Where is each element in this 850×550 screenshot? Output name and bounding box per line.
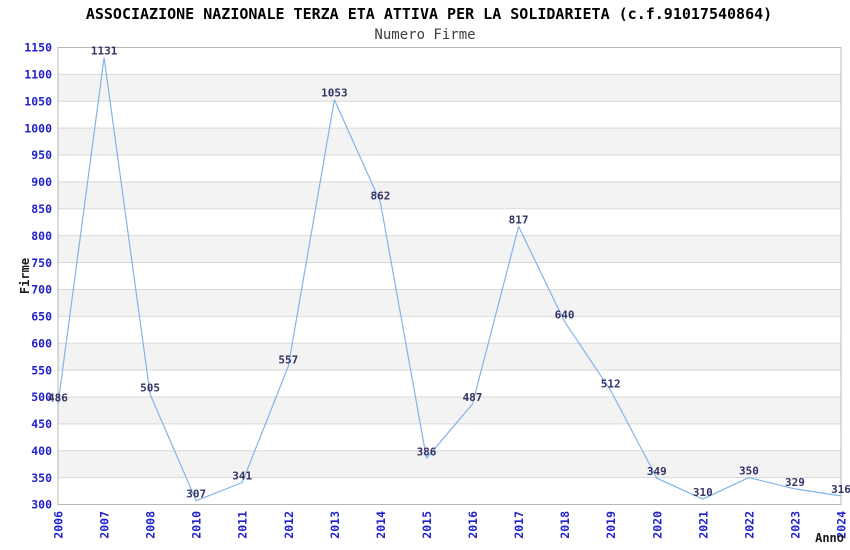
y-axis-tick-label: 1050 [24,94,52,108]
data-point-label: 350 [739,465,759,478]
y-axis-tick-label: 1150 [24,41,52,55]
data-point-label: 1131 [91,45,118,58]
y-axis-tick-label: 500 [31,390,52,404]
x-axis-tick-label: 2022 [742,511,756,539]
chart-title: ASSOCIAZIONE NAZIONALE TERZA ETA ATTIVA … [85,5,773,23]
y-axis-tick-label: 850 [31,202,52,216]
y-axis-tick-label: 700 [31,283,52,297]
y-axis-tick-label: 350 [31,471,52,485]
y-axis-tick-label: 650 [31,310,52,324]
data-point-label: 386 [417,445,437,458]
data-point-label: 349 [647,465,667,478]
y-axis-title: Firme [18,258,32,294]
x-axis-tick-label: 2011 [236,511,250,539]
data-line [57,57,842,502]
x-axis-tick-label: 2024 [835,511,849,539]
x-axis-tick-label: 2016 [466,511,480,539]
data-point-label: 307 [186,488,206,501]
plot-band [58,128,841,156]
plot-band [58,450,841,478]
data-point-label: 862 [370,189,390,202]
x-axis-tick-label: 2013 [328,511,342,539]
data-point-label: 341 [232,470,252,483]
plot-band [58,343,841,371]
x-axis-tick-label: 2012 [282,511,296,539]
x-axis-tick-label: 2018 [558,511,572,539]
plot-border [57,47,842,505]
x-axis-tick-label: 2020 [650,511,664,539]
data-point-label: 512 [601,378,621,391]
y-axis-tick-label: 600 [31,336,52,350]
data-point-label: 316 [831,483,850,496]
data-point-label: 640 [555,309,575,322]
data-point-label: 505 [140,381,160,394]
plot-band [58,235,841,263]
x-axis-tick-label: 2015 [420,511,434,539]
data-point-label: 310 [693,486,713,499]
x-axis-tick-label: 2021 [696,511,710,539]
plot-band [58,181,841,209]
data-point-label: 487 [463,391,483,404]
x-axis-tick-label: 2017 [512,511,526,539]
x-axis-tick-label: 2008 [144,511,158,539]
chart-subtitle: Numero Firme [374,27,476,43]
x-axis-tick-label: 2007 [98,511,112,539]
y-axis-tick-label: 950 [31,148,52,162]
x-axis-tick-label: 2014 [374,511,388,539]
y-axis-tick-label: 550 [31,363,52,377]
data-point-label: 817 [509,214,529,227]
x-axis-tick-label: 2006 [52,511,66,539]
data-point-label: 329 [785,476,805,489]
y-axis-tick-label: 900 [31,175,52,189]
x-axis-tick-label: 2023 [788,511,802,539]
y-axis-tick-label: 1000 [24,121,52,135]
y-axis-tick-label: 400 [31,444,52,458]
y-axis-tick-label: 750 [31,256,52,270]
y-axis-tick-label: 1100 [24,68,52,82]
data-point-label: 1053 [321,87,348,100]
y-axis-tick-label: 800 [31,229,52,243]
x-axis-tick-label: 2019 [604,511,618,539]
data-point-label: 486 [48,392,68,405]
x-axis-title: Anno [815,531,844,545]
data-point-label: 557 [278,353,298,366]
y-axis-tick-label: 450 [31,417,52,431]
x-axis-tick-label: 2010 [190,511,204,539]
plot-band [58,396,841,424]
plot-band [58,289,841,317]
y-axis-tick-label: 300 [31,498,52,512]
plot-band [58,74,841,102]
